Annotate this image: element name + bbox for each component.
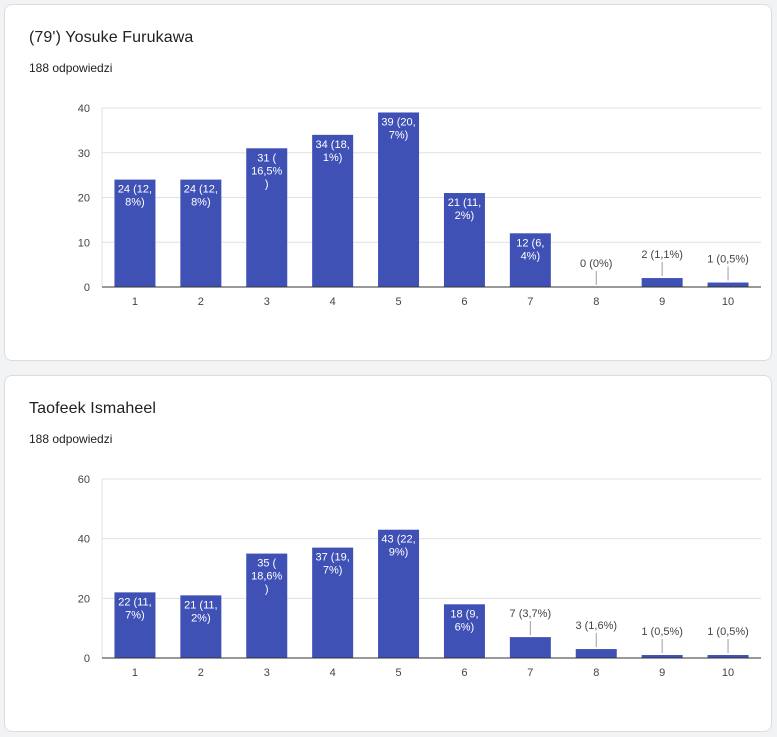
x-tick-label: 7 bbox=[527, 296, 533, 308]
bar bbox=[114, 592, 156, 658]
bar bbox=[180, 179, 222, 287]
x-tick-label: 8 bbox=[593, 296, 599, 308]
bar-data-label: 7%) bbox=[389, 129, 409, 141]
bar-data-label: 1 (0,5%) bbox=[707, 254, 749, 266]
bar-data-label: 7%) bbox=[125, 609, 145, 621]
bar-data-label: 0 (0%) bbox=[580, 258, 612, 270]
bar bbox=[246, 148, 288, 287]
bar bbox=[509, 233, 551, 287]
bar-data-label: 7 (3,7%) bbox=[510, 608, 552, 620]
bar-data-label: ) bbox=[265, 178, 269, 190]
bar bbox=[114, 179, 156, 287]
bar-data-label: 4%) bbox=[521, 250, 541, 262]
bar bbox=[443, 604, 485, 658]
y-tick-label: 20 bbox=[78, 593, 90, 605]
x-tick-label: 8 bbox=[593, 667, 599, 679]
bar bbox=[378, 112, 420, 287]
x-tick-label: 10 bbox=[722, 296, 734, 308]
bar bbox=[180, 595, 222, 658]
bar-data-label: 2 (1,1%) bbox=[641, 249, 683, 261]
x-tick-label: 6 bbox=[461, 667, 467, 679]
bar-data-label: 3 (1,6%) bbox=[575, 620, 617, 632]
bar bbox=[707, 655, 749, 658]
response-count: 188 odpowiedzi bbox=[29, 432, 113, 446]
bar-data-label: 18 (9, bbox=[450, 608, 478, 620]
x-tick-label: 1 bbox=[132, 296, 138, 308]
y-tick-label: 40 bbox=[78, 534, 90, 546]
x-tick-label: 5 bbox=[395, 296, 401, 308]
x-tick-label: 10 bbox=[722, 667, 734, 679]
bar-data-label: 35 ( bbox=[257, 558, 276, 570]
y-tick-label: 40 bbox=[78, 103, 90, 115]
question-card: (79') Yosuke Furukawa 188 odpowiedzi 0 10… bbox=[4, 4, 772, 361]
bar-data-label: 24 (12, bbox=[184, 184, 218, 196]
bar-data-label: 8%) bbox=[191, 197, 211, 209]
x-tick-label: 5 bbox=[395, 667, 401, 679]
bar bbox=[246, 553, 288, 658]
x-tick-label: 3 bbox=[264, 296, 270, 308]
x-tick-label: 4 bbox=[330, 667, 336, 679]
bar-data-label: 6%) bbox=[455, 621, 475, 633]
bar bbox=[312, 547, 354, 658]
y-tick-label: 20 bbox=[78, 193, 90, 205]
bar-data-label: 31 ( bbox=[257, 152, 276, 164]
x-tick-label: 3 bbox=[264, 667, 270, 679]
response-count: 188 odpowiedzi bbox=[29, 61, 113, 75]
bar-data-label: 34 (18, bbox=[316, 139, 350, 151]
question-title: (79') Yosuke Furukawa bbox=[29, 29, 194, 46]
bar-data-label: 24 (12, bbox=[118, 184, 152, 196]
bar-data-label: ) bbox=[265, 584, 269, 596]
bar-data-label: 9%) bbox=[389, 547, 409, 559]
x-tick-label: 9 bbox=[659, 667, 665, 679]
question-card: Taofeek Ismaheel 188 odpowiedzi 0 20 40 60 2… bbox=[4, 375, 772, 732]
bar bbox=[575, 649, 617, 658]
bar-data-label: 39 (20, bbox=[381, 116, 415, 128]
bar-data-label: 37 (19, bbox=[316, 552, 350, 564]
bar-data-label: 1 (0,5%) bbox=[707, 626, 749, 638]
x-tick-label: 1 bbox=[132, 667, 138, 679]
y-tick-label: 0 bbox=[84, 653, 90, 665]
y-tick-label: 10 bbox=[78, 237, 90, 249]
bar bbox=[641, 655, 683, 658]
x-tick-label: 4 bbox=[330, 296, 336, 308]
bar-data-label: 16,5% bbox=[251, 165, 282, 177]
bar-data-label: 7%) bbox=[323, 565, 343, 577]
bar bbox=[378, 529, 420, 658]
bar bbox=[443, 193, 485, 287]
bar-data-label: 21 (11, bbox=[184, 599, 217, 611]
question-title: Taofeek Ismaheel bbox=[29, 400, 157, 417]
bar-data-label: 1 (0,5%) bbox=[641, 626, 683, 638]
bar bbox=[707, 282, 749, 287]
x-tick-label: 2 bbox=[198, 667, 204, 679]
bar bbox=[641, 278, 683, 287]
bar-data-label: 8%) bbox=[125, 197, 145, 209]
x-tick-label: 6 bbox=[461, 296, 467, 308]
bar bbox=[312, 134, 354, 287]
bar-data-label: 22 (11, bbox=[118, 596, 151, 608]
x-tick-label: 7 bbox=[527, 667, 533, 679]
bar-data-label: 12 (6, bbox=[516, 237, 544, 249]
bar-data-label: 2%) bbox=[191, 612, 211, 624]
bar-data-label: 21 (11, bbox=[448, 197, 481, 209]
bar-data-label: 43 (22, bbox=[381, 534, 415, 546]
y-tick-label: 0 bbox=[84, 282, 90, 294]
bar bbox=[509, 637, 551, 658]
y-tick-label: 30 bbox=[78, 148, 90, 160]
bar-data-label: 2%) bbox=[455, 210, 475, 222]
bar-data-label: 18,6% bbox=[251, 571, 282, 583]
y-tick-label: 60 bbox=[78, 474, 90, 486]
bar-data-label: 1%) bbox=[323, 152, 343, 164]
x-tick-label: 9 bbox=[659, 296, 665, 308]
x-tick-label: 2 bbox=[198, 296, 204, 308]
